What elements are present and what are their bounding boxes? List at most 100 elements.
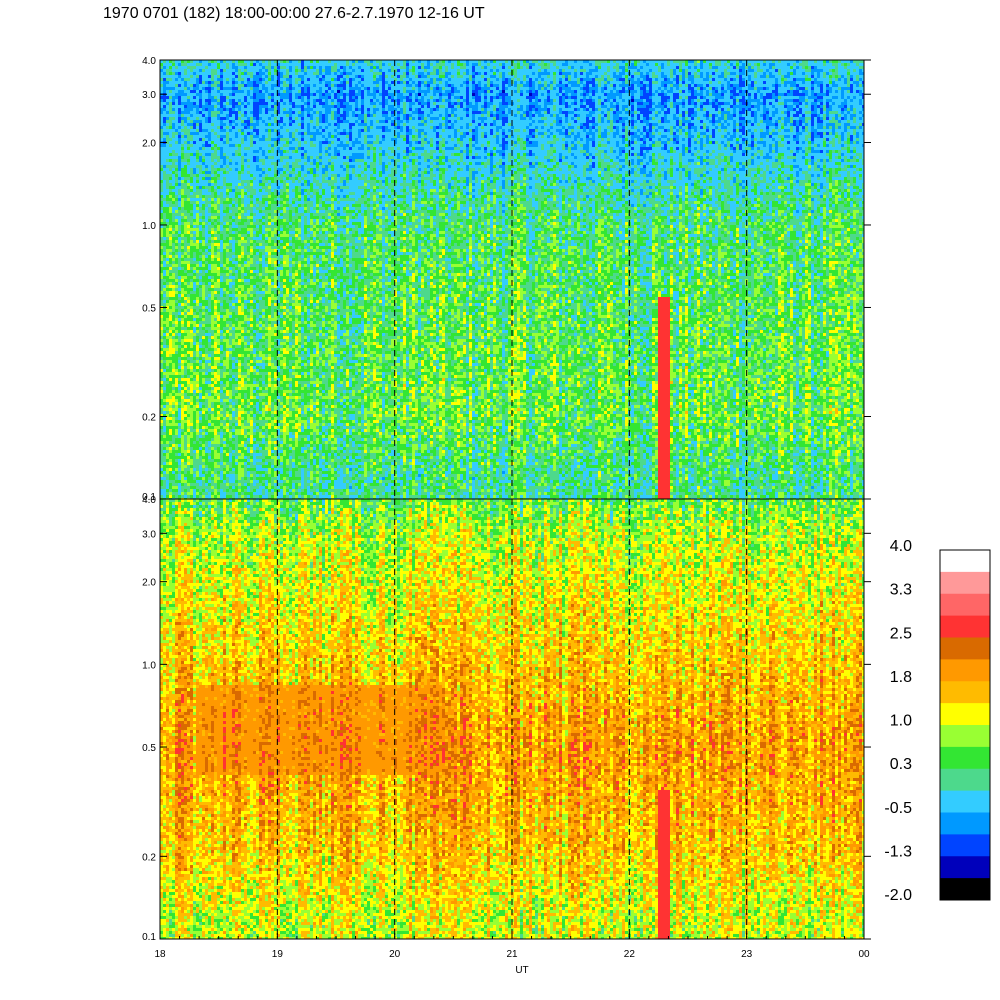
spectrogram-cell — [163, 441, 166, 444]
spectrogram-cell — [196, 279, 199, 282]
spectrogram-cell — [181, 315, 184, 318]
spectrogram-cell — [211, 435, 214, 438]
spectrogram-cell — [169, 96, 172, 99]
spectrogram-cell — [199, 447, 202, 450]
spectrogram-cell — [166, 426, 169, 429]
spectrogram-cell — [178, 210, 181, 213]
spectrogram-cell — [217, 63, 220, 66]
spectrogram-cell — [193, 81, 196, 84]
spectrogram-cell — [205, 372, 208, 375]
spectrogram-cell — [175, 186, 178, 189]
spectrogram-cell — [211, 156, 214, 159]
spectrogram-cell — [205, 405, 208, 408]
spectrogram-cell — [196, 240, 199, 243]
spectrogram-cell — [187, 459, 190, 462]
spectrogram-cell — [166, 330, 169, 333]
spectrogram-cell — [202, 78, 205, 81]
spectrogram-cell — [184, 345, 187, 348]
spectrogram-cell — [214, 309, 217, 312]
spectrogram-cell — [199, 135, 202, 138]
spectrogram-cell — [187, 321, 190, 324]
spectrogram-cell — [169, 66, 172, 69]
spectrogram-cell — [178, 423, 181, 426]
spectrogram-cell — [211, 288, 214, 291]
spectrogram-cell — [190, 231, 193, 234]
spectrogram-cell — [202, 69, 205, 72]
spectrogram-cell — [175, 309, 178, 312]
spectrogram-cell — [190, 282, 193, 285]
spectrogram-cell — [163, 237, 166, 240]
spectrogram-column — [199, 60, 202, 499]
spectrogram-cell — [211, 204, 214, 207]
spectrogram-cell — [166, 327, 169, 330]
spectrogram-cell — [172, 78, 175, 81]
spectrogram-cell — [190, 132, 193, 135]
spectrogram-cell — [166, 465, 169, 468]
spectrogram-cell — [172, 123, 175, 126]
spectrogram-cell — [187, 399, 190, 402]
spectrogram-cell — [169, 393, 172, 396]
spectrogram-cell — [202, 105, 205, 108]
spectrogram-cell — [208, 393, 211, 396]
spectrogram-cell — [169, 483, 172, 486]
spectrogram-cell — [175, 324, 178, 327]
spectrogram-cell — [202, 234, 205, 237]
spectrogram-cell — [199, 237, 202, 240]
spectrogram-cell — [214, 126, 217, 129]
spectrogram-cell — [184, 432, 187, 435]
spectrogram-cell — [208, 108, 211, 111]
spectrogram-cell — [196, 96, 199, 99]
spectrogram-cell — [175, 129, 178, 132]
spectrogram-cell — [178, 381, 181, 384]
spectrogram-cell — [178, 261, 181, 264]
spectrogram-cell — [208, 378, 211, 381]
spectrogram-cell — [163, 192, 166, 195]
spectrogram-cell — [172, 372, 175, 375]
spectrogram-cell — [169, 168, 172, 171]
spectrogram-cell — [163, 381, 166, 384]
spectrogram-cell — [169, 474, 172, 477]
spectrogram-cell — [199, 207, 202, 210]
spectrogram-cell — [202, 210, 205, 213]
spectrogram-cell — [184, 159, 187, 162]
spectrogram-cell — [166, 216, 169, 219]
spectrogram-cell — [214, 435, 217, 438]
spectrogram-cell — [175, 351, 178, 354]
spectrogram-cell — [196, 474, 199, 477]
spectrogram-cell — [208, 306, 211, 309]
spectrogram-cell — [166, 243, 169, 246]
spectrogram-cell — [196, 324, 199, 327]
spectrogram-cell — [166, 444, 169, 447]
spectrogram-cell — [172, 354, 175, 357]
spectrogram-cell — [208, 465, 211, 468]
spectrogram-cell — [199, 210, 202, 213]
spectrogram-cell — [175, 315, 178, 318]
spectrogram-cell — [211, 321, 214, 324]
spectrogram-cell — [187, 159, 190, 162]
spectrogram-cell — [205, 246, 208, 249]
spectrogram-column — [193, 60, 196, 499]
spectrogram-cell — [184, 387, 187, 390]
spectrogram-cell — [196, 309, 199, 312]
spectrogram-cell — [193, 465, 196, 468]
spectrogram-cell — [208, 333, 211, 336]
spectrogram-cell — [208, 216, 211, 219]
spectrogram-cell — [208, 282, 211, 285]
spectrogram-cell — [214, 171, 217, 174]
spectrogram-cell — [187, 315, 190, 318]
spectrogram-cell — [205, 489, 208, 492]
spectrogram-cell — [175, 462, 178, 465]
spectrogram-cell — [196, 207, 199, 210]
spectrogram-cell — [172, 87, 175, 90]
spectrogram-cell — [214, 210, 217, 213]
spectrogram-cell — [178, 306, 181, 309]
spectrogram-cell — [208, 486, 211, 489]
spectrogram-cell — [214, 270, 217, 273]
spectrogram-cell — [202, 207, 205, 210]
spectrogram-cell — [172, 204, 175, 207]
spectrogram-cell — [211, 336, 214, 339]
spectrogram-cell — [166, 69, 169, 72]
spectrogram-cell — [181, 384, 184, 387]
spectrogram-cell — [172, 225, 175, 228]
spectrogram-cell — [217, 183, 220, 186]
